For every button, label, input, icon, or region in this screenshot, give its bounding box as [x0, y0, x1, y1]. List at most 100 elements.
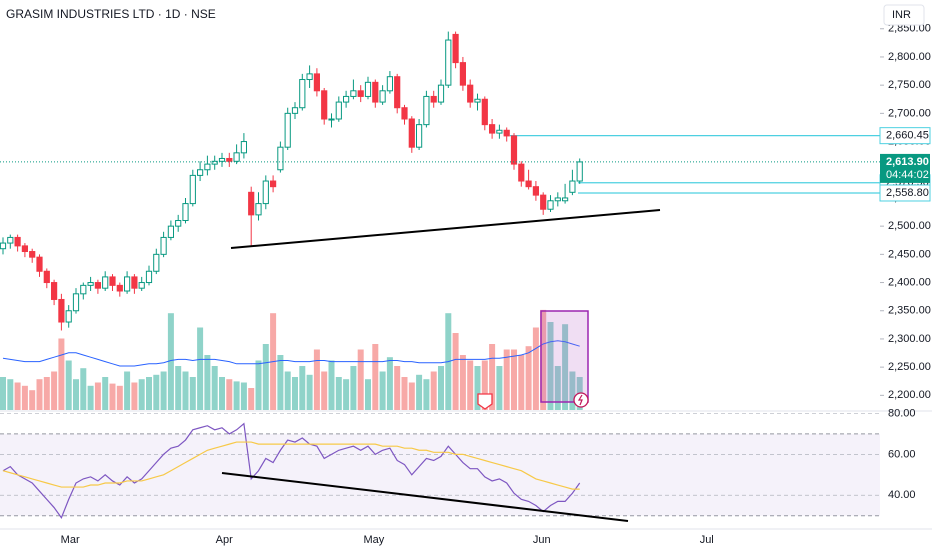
candle-body	[459, 62, 466, 86]
volume-bar	[58, 338, 65, 410]
candle-body	[204, 163, 211, 171]
candle-body	[131, 276, 138, 289]
volume-bar	[532, 327, 539, 410]
volume-bar	[562, 324, 569, 410]
y-tick-label: 2,300.00	[888, 333, 931, 345]
level-label: 2,558.80	[886, 187, 929, 199]
candle-body	[394, 76, 401, 109]
rsi-pane	[0, 412, 880, 528]
candle-body	[21, 245, 28, 253]
volume-bar	[138, 379, 145, 410]
volume-bar	[569, 371, 576, 410]
candle-body	[124, 276, 131, 292]
currency[interactable]: INR	[892, 9, 911, 21]
volume-bar	[408, 382, 415, 410]
earnings-marker[interactable]	[477, 393, 493, 410]
candle-body	[423, 95, 430, 126]
candle-body	[211, 160, 218, 165]
candle-body	[503, 129, 510, 137]
candle-body	[408, 118, 415, 148]
y-tick-label: 2,200.00	[888, 389, 931, 401]
candle-body	[299, 79, 306, 109]
rsi-ma-line	[2, 441, 580, 490]
volume-bar	[29, 390, 36, 410]
volume-bar	[292, 377, 298, 410]
candle-body	[255, 203, 262, 216]
candle-body	[364, 81, 372, 97]
last-price-label: 2,613.90	[886, 156, 929, 168]
candle-body	[262, 180, 269, 205]
volume-bar	[321, 371, 328, 410]
candle-body	[43, 270, 50, 284]
volume-bar	[262, 344, 269, 410]
candle-body	[437, 84, 445, 103]
volume-bar	[365, 379, 371, 410]
candle-body	[372, 81, 379, 103]
candle-body	[525, 180, 532, 188]
candle-body	[109, 276, 116, 286]
countdown-label: 04:44:02	[886, 169, 929, 181]
rsi-tick-label: 60.00	[888, 448, 916, 460]
y-tick-label: 2,700.00	[888, 107, 931, 119]
volume-bar	[416, 374, 423, 410]
earnings-badge[interactable]	[477, 393, 493, 410]
candle-body	[72, 293, 80, 312]
volume-bar	[481, 360, 488, 410]
candle-body	[569, 180, 576, 193]
rsi-trendline	[221, 472, 629, 522]
volume-bar	[211, 366, 218, 410]
candle-body	[350, 90, 357, 97]
candle-body	[547, 200, 554, 210]
volume-bar	[474, 366, 481, 410]
currency-box[interactable]	[883, 4, 925, 26]
candle-body	[51, 282, 58, 300]
volume-bar	[167, 313, 174, 410]
candle-body	[270, 180, 277, 188]
candle-body	[87, 282, 94, 286]
volume-bar	[182, 371, 189, 410]
volume-bar	[554, 366, 561, 410]
candle-body	[189, 174, 196, 205]
candle-body	[401, 107, 408, 120]
candle-body	[102, 276, 109, 289]
candle-body	[445, 39, 452, 86]
y-tick-label: 2,500.00	[888, 220, 931, 232]
volume-bar	[350, 366, 357, 410]
candle-body	[138, 282, 145, 289]
volume-bar	[277, 355, 284, 410]
candle-body	[416, 124, 423, 148]
volume-bar	[94, 382, 101, 410]
candle-body	[474, 98, 481, 103]
volume-bar	[328, 360, 335, 410]
volume-bar	[197, 327, 204, 410]
y-tick-label: 2,400.00	[888, 276, 931, 288]
candle-body	[467, 84, 474, 103]
volume-bar	[7, 379, 14, 410]
candle-body	[496, 129, 503, 134]
highlight-box	[540, 310, 589, 403]
candle-body	[306, 73, 313, 81]
y-tick-label: 2,450.00	[888, 248, 931, 260]
candle-body	[160, 236, 167, 255]
last-price-box	[880, 153, 930, 183]
layer	[0, 309, 880, 520]
volume-bar	[547, 322, 554, 410]
volume-bar	[0, 377, 6, 410]
candle-body	[29, 251, 36, 258]
rsi-band	[0, 433, 880, 516]
volume-bar	[452, 333, 459, 410]
volume-bar	[459, 355, 466, 410]
volume-bar	[489, 344, 496, 410]
chart-title: GRASIM INDUSTRIES LTD · 1D · NSE	[6, 7, 216, 21]
volume-bar	[284, 371, 291, 410]
volume-bar	[43, 377, 50, 410]
volume-bar	[51, 371, 58, 410]
candle-body	[145, 270, 153, 284]
volume-bar	[438, 366, 444, 410]
candle-body	[226, 157, 233, 162]
candle-body	[233, 152, 240, 162]
candle-body	[576, 161, 583, 182]
candle-body	[248, 191, 255, 216]
candle-body	[343, 95, 350, 103]
candle-body	[0, 242, 7, 250]
